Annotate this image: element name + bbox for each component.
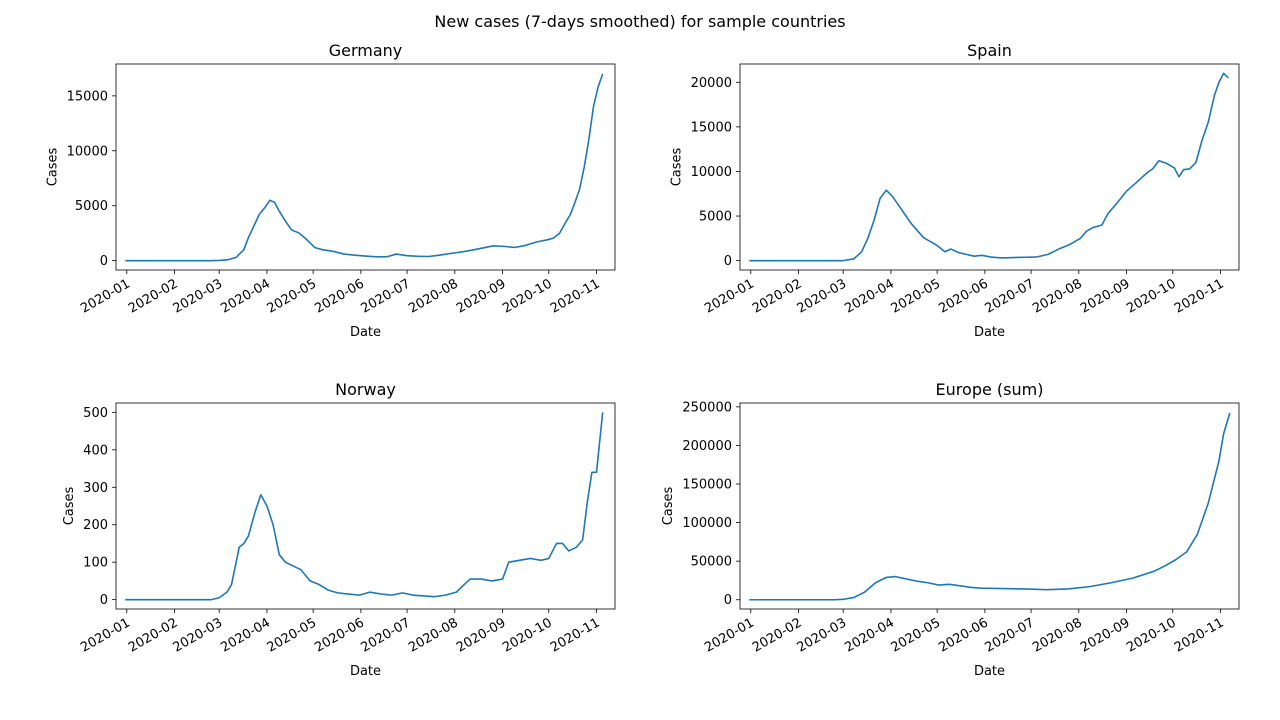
- chart-norway-ytick-label: 500: [83, 406, 108, 421]
- chart-norway-xtick-label: 2020-04: [218, 615, 273, 655]
- chart-germany-ylabel: Cases: [46, 147, 61, 186]
- chart-spain-ytick-label: 5000: [699, 210, 732, 225]
- chart-europe-sum-xtick-label: 2020-08: [1030, 615, 1085, 655]
- chart-germany-xtick-label: 2020-02: [126, 276, 181, 316]
- chart-germany-xtick-label: 2020-10: [500, 276, 555, 316]
- chart-spain-xlabel: Date: [974, 325, 1005, 340]
- chart-spain-xtick-label: 2020-02: [750, 276, 805, 316]
- chart-europe-sum-xtick-label: 2020-04: [842, 615, 897, 655]
- chart-germany-xtick-label: 2020-07: [359, 276, 414, 316]
- chart-spain-xtick-label: 2020-10: [1124, 276, 1179, 316]
- chart-europe-sum-xtick-label: 2020-01: [702, 615, 757, 655]
- chart-europe-sum-ytick-label: 250000: [682, 400, 732, 415]
- chart-norway-ytick-label: 100: [83, 556, 108, 571]
- chart-germany-xtick-label: 2020-04: [218, 276, 273, 316]
- chart-norway-xtick-label: 2020-01: [78, 615, 133, 655]
- chart-europe-sum-series-line: [749, 412, 1231, 601]
- chart-spain-ylabel: Cases: [670, 147, 685, 186]
- chart-europe-sum-ylabel: Cases: [661, 486, 676, 525]
- chart-norway-xtick-label: 2020-09: [454, 615, 509, 655]
- chart-europe-sum-xtick-label: 2020-02: [750, 615, 805, 655]
- chart-norway-xtick-label: 2020-02: [126, 615, 181, 655]
- chart-spain-axes-frame: [739, 63, 1240, 271]
- chart-europe-sum-xtick-label: 2020-09: [1078, 615, 1133, 655]
- chart-germany-xtick-label: 2020-09: [454, 276, 509, 316]
- chart-norway-series-line: [125, 412, 604, 601]
- chart-norway-xtick-label: 2020-10: [500, 615, 555, 655]
- chart-europe-sum-xtick-label: 2020-07: [983, 615, 1038, 655]
- chart-europe-sum-xtick-label: 2020-10: [1124, 615, 1179, 655]
- chart-germany-xtick-label: 2020-11: [548, 276, 603, 316]
- chart-norway-xlabel: Date: [350, 664, 381, 679]
- chart-norway-ytick-label: 0: [100, 593, 108, 608]
- chart-germany-ytick-label: 15000: [67, 89, 108, 104]
- chart-norway-xtick-label: 2020-08: [406, 615, 461, 655]
- chart-europe-sum-ytick-label: 150000: [682, 478, 732, 493]
- chart-spain-ytick-label: 15000: [691, 120, 732, 135]
- figure-title: New cases (7-days smoothed) for sample c…: [434, 12, 845, 31]
- chart-spain-xtick-label: 2020-05: [889, 276, 944, 316]
- chart-europe-sum-ytick-label: 50000: [691, 555, 732, 570]
- chart-spain-xtick-label: 2020-08: [1030, 276, 1085, 316]
- chart-germany-xlabel: Date: [350, 325, 381, 340]
- chart-europe-sum-ytick-label: 200000: [682, 439, 732, 454]
- chart-norway-xtick-label: 2020-05: [265, 615, 320, 655]
- chart-norway: 01002003004005002020-012020-022020-03202…: [62, 380, 616, 679]
- chart-germany: 0500010000150002020-012020-022020-032020…: [46, 41, 616, 340]
- chart-spain-series-line: [749, 72, 1229, 262]
- chart-spain-xtick-label: 2020-01: [702, 276, 757, 316]
- chart-germany-ytick-label: 10000: [67, 144, 108, 159]
- chart-spain-xtick-label: 2020-09: [1078, 276, 1133, 316]
- chart-norway-ytick-label: 300: [83, 481, 108, 496]
- chart-spain-ytick-label: 20000: [691, 76, 732, 91]
- chart-germany-series-line: [125, 73, 604, 262]
- chart-germany-ytick-label: 5000: [75, 199, 108, 214]
- chart-europe-sum-ytick-label: 100000: [682, 516, 732, 531]
- chart-germany-axes-frame: [115, 63, 616, 271]
- chart-europe-sum-title: Europe (sum): [936, 380, 1044, 399]
- chart-europe-sum-xtick-label: 2020-06: [936, 615, 991, 655]
- chart-norway-xtick-label: 2020-06: [312, 615, 367, 655]
- chart-spain-xtick-label: 2020-07: [983, 276, 1038, 316]
- chart-germany-xtick-label: 2020-05: [265, 276, 320, 316]
- chart-europe-sum-xtick-label: 2020-05: [889, 615, 944, 655]
- chart-germany-ytick-label: 0: [100, 254, 108, 269]
- chart-spain-xtick-label: 2020-11: [1172, 276, 1227, 316]
- chart-norway-title: Norway: [335, 380, 396, 399]
- chart-germany-xtick-label: 2020-01: [78, 276, 133, 316]
- chart-norway-axes-frame: [115, 402, 616, 610]
- chart-norway-xtick-label: 2020-07: [359, 615, 414, 655]
- chart-norway-ytick-label: 200: [83, 518, 108, 533]
- chart-europe-sum-ytick-label: 0: [724, 593, 732, 608]
- chart-germany-xtick-label: 2020-08: [406, 276, 461, 316]
- chart-europe-sum-xtick-label: 2020-11: [1172, 615, 1227, 655]
- chart-spain-xtick-label: 2020-03: [795, 276, 850, 316]
- chart-germany-title: Germany: [329, 41, 403, 60]
- chart-germany-xtick-label: 2020-06: [312, 276, 367, 316]
- chart-germany-xtick-label: 2020-03: [171, 276, 226, 316]
- chart-norway-xtick-label: 2020-03: [171, 615, 226, 655]
- chart-europe-sum: 0500001000001500002000002500002020-01202…: [661, 380, 1240, 679]
- chart-spain-ytick-label: 10000: [691, 165, 732, 180]
- chart-norway-ylabel: Cases: [62, 486, 77, 525]
- chart-spain-title: Spain: [967, 41, 1012, 60]
- chart-spain: 050001000015000200002020-012020-022020-0…: [670, 41, 1240, 340]
- chart-norway-xtick-label: 2020-11: [548, 615, 603, 655]
- chart-spain-xtick-label: 2020-06: [936, 276, 991, 316]
- chart-europe-sum-xlabel: Date: [974, 664, 1005, 679]
- chart-europe-sum-axes-frame: [739, 402, 1240, 610]
- chart-spain-xtick-label: 2020-04: [842, 276, 897, 316]
- chart-spain-ytick-label: 0: [724, 254, 732, 269]
- chart-norway-ytick-label: 400: [83, 443, 108, 458]
- chart-europe-sum-xtick-label: 2020-03: [795, 615, 850, 655]
